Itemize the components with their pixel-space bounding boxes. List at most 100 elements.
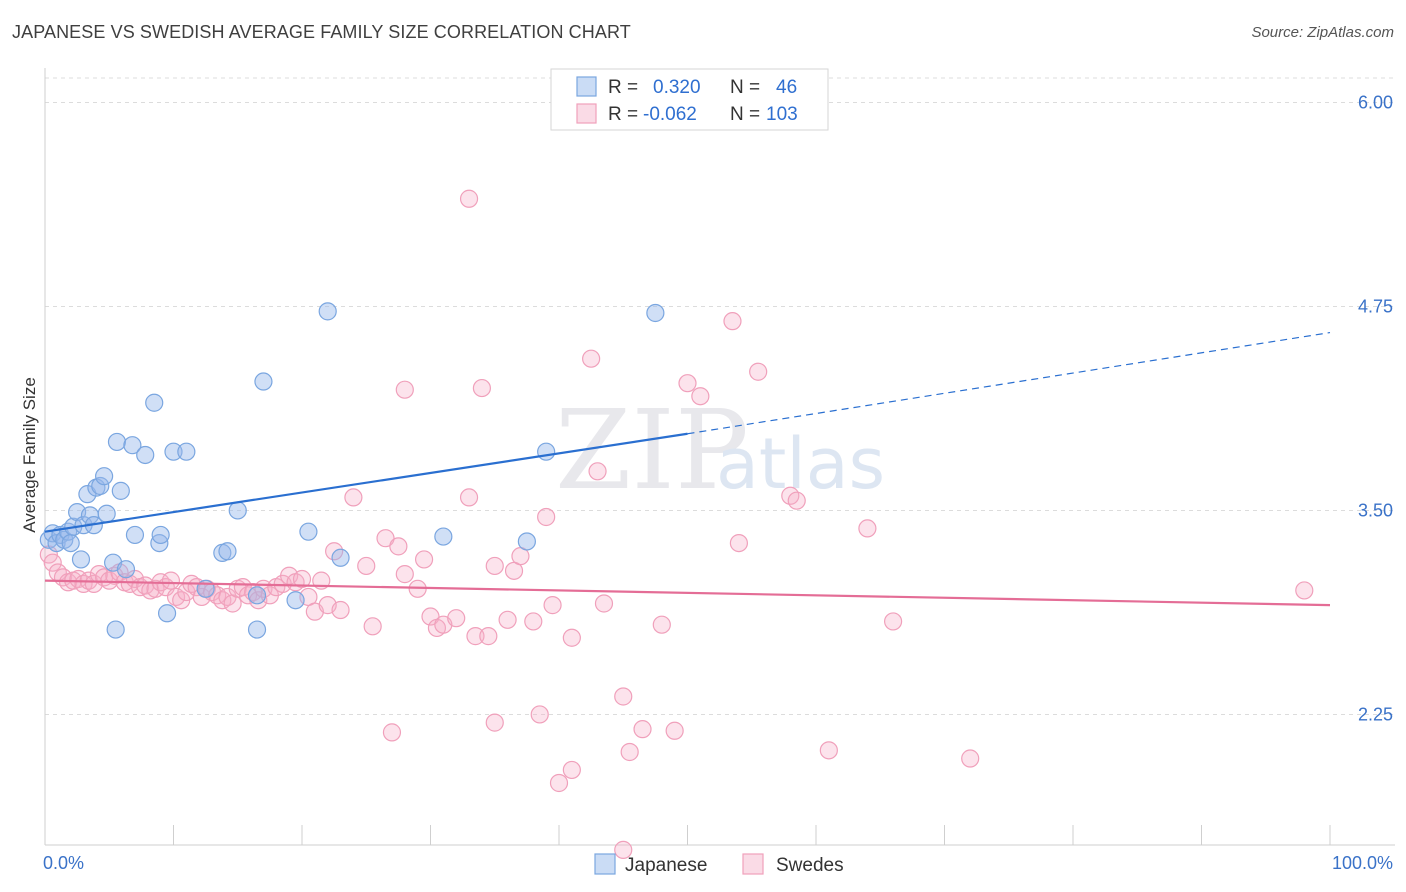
swedes-point xyxy=(292,569,312,589)
watermark-atlas: atlas xyxy=(716,423,885,505)
legend-r-value-2: -0.062 xyxy=(643,104,697,125)
swedes-point xyxy=(382,723,402,742)
japanese-point xyxy=(157,604,177,623)
swedes-point xyxy=(883,612,903,631)
swedes-point xyxy=(466,627,485,646)
swedes-point xyxy=(485,713,504,732)
swedes-point xyxy=(395,380,414,399)
swedes-point xyxy=(325,542,344,561)
legend-n-value-1: 46 xyxy=(776,77,797,98)
japanese-point xyxy=(136,445,155,465)
swedes-point xyxy=(530,705,549,724)
swedes-point xyxy=(84,574,103,593)
swedes-point xyxy=(729,533,749,553)
swedes-point xyxy=(74,574,93,593)
y-tick-labels: 2.25 3.50 4.75 6.00 xyxy=(1358,92,1393,724)
swedes-point xyxy=(549,773,569,793)
series-japanese-points xyxy=(39,302,665,639)
swedes-point xyxy=(858,519,877,538)
japanese-point xyxy=(247,586,267,605)
japanese-point xyxy=(107,432,127,452)
japanese-point xyxy=(177,442,196,461)
trend-lines xyxy=(44,331,1331,607)
swedes-point xyxy=(472,378,491,398)
legend-n-label-1: N = xyxy=(730,77,760,98)
swedes-point xyxy=(543,596,562,615)
japanese-trend-line xyxy=(44,432,688,533)
legend-r-value-1: 0.320 xyxy=(653,77,701,98)
swedes-point xyxy=(588,462,607,481)
bottom-legend-swedes-swatch xyxy=(742,853,764,875)
japanese-point xyxy=(145,393,164,412)
japanese-point xyxy=(247,620,267,639)
swedes-point xyxy=(819,741,838,760)
bottom-legend-japanese-swatch xyxy=(594,853,616,875)
legend-box: R = 0.320 N = 46 R = -0.062 N = 103 xyxy=(550,68,829,131)
japanese-point xyxy=(318,302,337,321)
swedes-point xyxy=(414,550,434,569)
source-label: Source: ZipAtlas.com xyxy=(1251,24,1394,41)
x-tick-label-min: 0.0% xyxy=(43,853,84,873)
y-tick-label: 6.00 xyxy=(1358,92,1393,112)
swedes-point xyxy=(161,571,181,590)
swedes-point xyxy=(498,610,517,629)
swedes-point xyxy=(344,488,363,507)
legend-swedes-swatch xyxy=(576,103,597,124)
legend-r-label-2: R = xyxy=(608,104,638,125)
swedes-point xyxy=(537,507,556,527)
y-tick-label: 2.25 xyxy=(1358,704,1393,724)
bottom-legend-japanese-label: Japanese xyxy=(625,855,707,876)
swedes-point xyxy=(633,720,652,739)
swedes-point xyxy=(652,615,671,634)
legend-n-value-2: 103 xyxy=(766,104,798,125)
swedes-point xyxy=(105,566,124,585)
swedes-point xyxy=(691,387,710,406)
japanese-point xyxy=(151,525,170,545)
swedes-point xyxy=(331,600,350,620)
japanese-point xyxy=(97,504,116,523)
bottom-legend: Japanese Swedes xyxy=(594,853,844,876)
swedes-point xyxy=(620,742,639,762)
japanese-point xyxy=(646,303,665,323)
swedes-point xyxy=(136,576,155,595)
swedes-point xyxy=(43,553,62,572)
y-tick-label: 3.50 xyxy=(1358,500,1393,520)
japanese-point xyxy=(95,467,114,486)
chart-title: JAPANESE VS SWEDISH AVERAGE FAMILY SIZE … xyxy=(12,22,631,42)
legend-japanese-swatch xyxy=(576,76,597,97)
swedes-point xyxy=(120,574,139,593)
japanese-point xyxy=(91,476,110,496)
japanese-point xyxy=(61,533,80,553)
japanese-point xyxy=(228,501,247,520)
swedes-point xyxy=(389,537,408,556)
swedes-point xyxy=(376,529,395,548)
swedes-point xyxy=(421,607,440,626)
swedes-point xyxy=(213,591,232,610)
japanese-point xyxy=(123,436,142,455)
japanese-point xyxy=(299,522,318,541)
y-axis-label: Average Family Size xyxy=(20,377,39,533)
swedes-point xyxy=(395,565,414,584)
japanese-point xyxy=(537,442,556,461)
swedes-point xyxy=(447,609,466,628)
japanese-point xyxy=(164,442,183,461)
swedes-point xyxy=(723,312,742,331)
japanese-point xyxy=(254,372,273,391)
swedes-point xyxy=(363,617,382,636)
japanese-point xyxy=(125,525,145,545)
japanese-point xyxy=(331,548,350,567)
swedes-point xyxy=(459,488,479,507)
x-tick-label-max: 100.0% xyxy=(1332,853,1393,873)
swedes-point xyxy=(582,349,601,368)
swedes-point xyxy=(459,189,479,208)
bottom-legend-swedes-label: Swedes xyxy=(776,855,844,876)
swedes-point xyxy=(485,556,504,576)
swedes-point xyxy=(1295,581,1314,600)
swedes-point xyxy=(665,721,684,740)
swedes-point xyxy=(562,760,581,780)
axes xyxy=(44,68,1395,846)
swedes-point xyxy=(614,840,633,859)
japanese-point xyxy=(78,485,97,504)
swedes-point xyxy=(961,749,980,768)
